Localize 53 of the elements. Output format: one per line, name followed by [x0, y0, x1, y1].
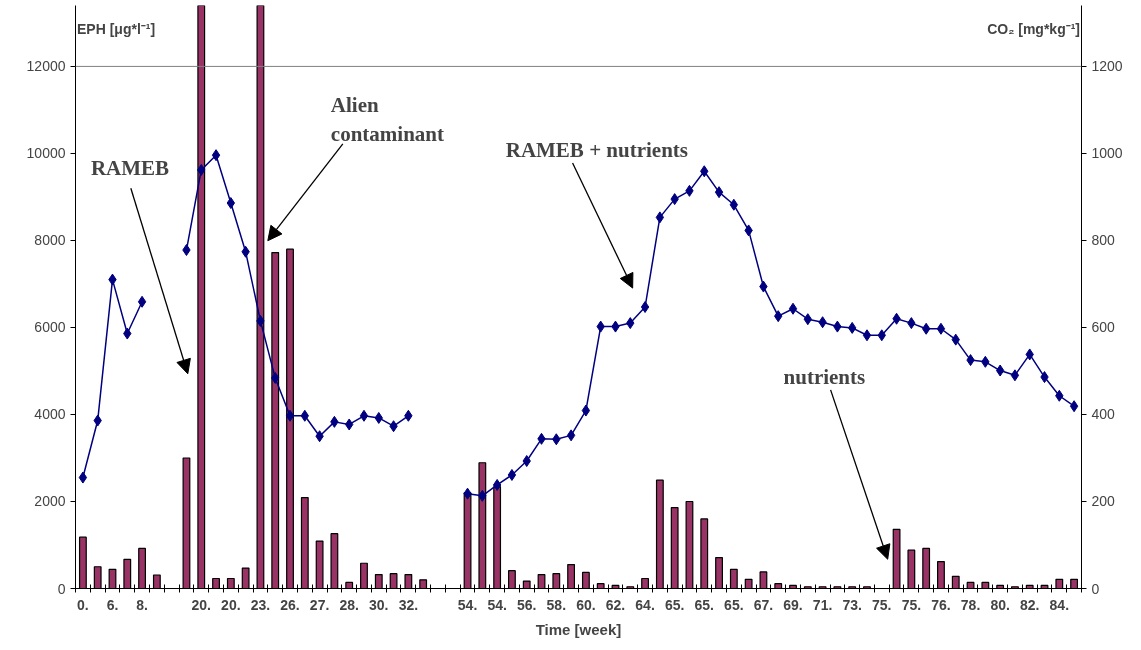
x-tick-label: 75.	[901, 596, 922, 613]
x-axis-title: Time [week]	[535, 620, 622, 638]
x-tick-label: 0.	[77, 596, 89, 613]
x-tick-label: 8.	[136, 596, 148, 613]
y-tick-label: 0	[57, 580, 66, 597]
x-tick-label: 65.	[724, 596, 744, 613]
x-tick-label: 60.	[576, 596, 596, 613]
annotation: RAMEB + nutrients	[505, 137, 689, 162]
x-tick-label: 54.	[487, 596, 507, 613]
x-tick-label: 75.	[872, 596, 892, 613]
x-tick-label: 71.	[812, 596, 833, 613]
y-axis-title: EPH [μg*l⁻¹]	[76, 20, 156, 37]
x-tick-label: 65.	[694, 596, 714, 613]
x-tick-label: 54.	[457, 596, 478, 613]
x-tick-label: 73.	[842, 596, 862, 613]
x-tick-label: 6.	[106, 596, 119, 613]
y2-tick-label: 0	[1091, 580, 1100, 597]
y2-tick-label: 600	[1091, 319, 1116, 336]
x-tick-label: 27.	[309, 596, 330, 613]
y-tick-label: 10000	[26, 145, 66, 162]
annotation: RAMEB	[90, 156, 170, 181]
y2-tick-label: 1200	[1091, 58, 1123, 75]
x-tick-label: 69.	[783, 596, 803, 613]
x-tick-label: 32.	[398, 596, 419, 613]
annotation: Alien contaminant	[330, 93, 445, 147]
x-tick-label: 65.	[664, 596, 685, 613]
y2-tick-label: 1000	[1091, 145, 1123, 162]
x-tick-label: 28.	[339, 596, 359, 613]
y-tick-label: 6000	[34, 319, 66, 336]
x-tick-label: 30.	[369, 596, 389, 613]
x-tick-label: 78.	[960, 596, 981, 613]
x-tick-label: 56.	[516, 596, 537, 613]
x-tick-label: 26.	[280, 596, 300, 613]
x-tick-label: 64.	[635, 596, 655, 613]
y-tick-label: 8000	[34, 232, 66, 249]
x-tick-label: 80.	[990, 596, 1010, 613]
y-tick-label: 4000	[34, 406, 66, 423]
x-tick-label: 84.	[1049, 596, 1070, 613]
y2-tick-label: 400	[1091, 406, 1116, 423]
y2-tick-label: 800	[1091, 232, 1116, 249]
y-tick-label: 12000	[26, 58, 66, 75]
x-tick-label: 76.	[931, 596, 951, 613]
x-tick-label: 23.	[250, 596, 271, 613]
y2-tick-label: 200	[1091, 493, 1116, 510]
x-tick-label: 82.	[1019, 596, 1040, 613]
x-tick-label: 67.	[753, 596, 774, 613]
x-tick-label: 58.	[546, 596, 567, 613]
y-tick-label: 2000	[34, 493, 66, 510]
x-tick-label: 62.	[605, 596, 626, 613]
x-tick-label: 20.	[191, 596, 211, 613]
annotation: nutrients	[783, 364, 866, 389]
y2-axis-title: CO₂ [mg*kg⁻¹]	[987, 20, 1081, 37]
x-tick-label: 20.	[221, 596, 241, 613]
